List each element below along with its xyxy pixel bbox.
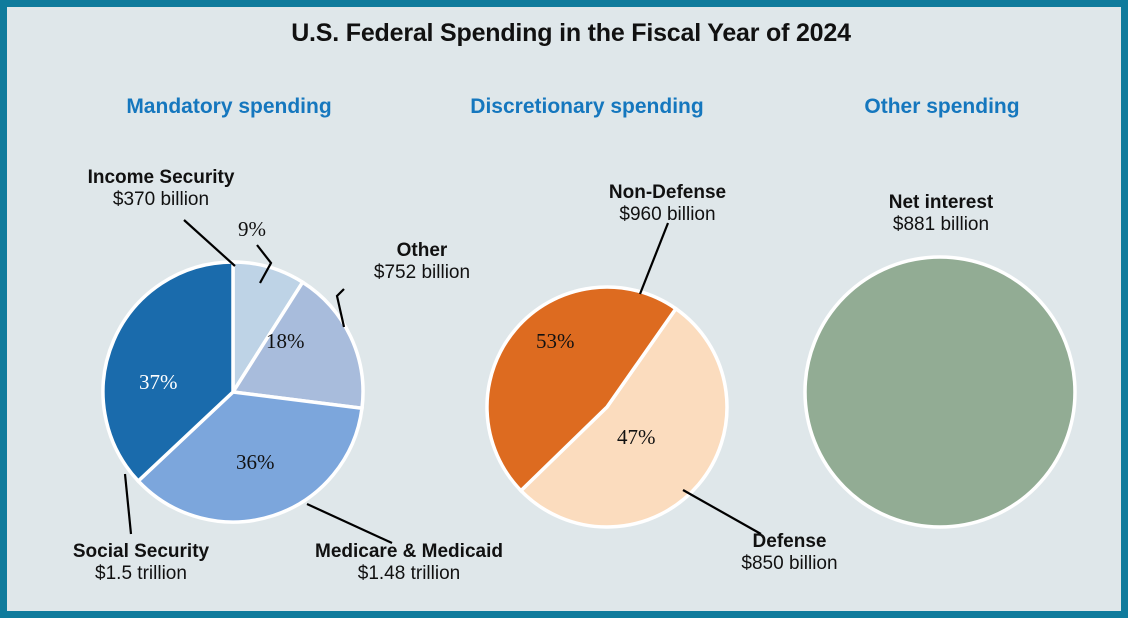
slice-medicare-medicaid: [135, 390, 364, 524]
callout-income-security-value: $370 billion: [112, 188, 210, 210]
page-title: U.S. Federal Spending in the Fiscal Year…: [291, 19, 851, 47]
leader-defense: [682, 489, 762, 535]
callout-other-mandatory-name: Other: [396, 240, 448, 261]
section-header-mandatory: Mandatory spending: [126, 95, 332, 118]
leader-medicare-medicaid: [306, 503, 393, 544]
callout-income-security: Income Security $370 billion: [52, 167, 270, 211]
slice-net-interest: [803, 255, 1077, 529]
slice-social-security: [101, 260, 235, 484]
callout-medicare-medicaid-name: Medicare & Medicaid: [315, 541, 503, 562]
leader-pct-income-security: [256, 244, 273, 284]
percent-label-non-defense: 53%: [536, 329, 575, 353]
callout-non-defense-name: Non-Defense: [608, 182, 727, 203]
callout-non-defense: Non-Defense $960 billion: [550, 182, 785, 226]
slice-non-defense: [518, 306, 729, 529]
callout-non-defense-value: $960 billion: [619, 203, 716, 225]
pie-charts-svg: [101, 219, 1077, 544]
callout-other-mandatory-value: $752 billion: [373, 261, 471, 283]
callout-social-security: Social Security $1.5 trillion: [35, 541, 247, 585]
section-header-other: Other spending: [864, 95, 1020, 118]
callout-net-interest: Net interest $881 billion: [825, 192, 1057, 236]
callout-other-mandatory: Other $752 billion: [337, 240, 507, 284]
leader-social-security: [123, 473, 133, 535]
section-header-discretionary: Discretionary spending: [470, 95, 704, 118]
callout-net-interest-name: Net interest: [888, 192, 994, 213]
percent-label-defense: 47%: [617, 425, 656, 449]
percent-label-other-mandatory: 18%: [266, 329, 305, 353]
callout-income-security-name: Income Security: [87, 167, 235, 188]
callout-medicare-medicaid-value: $1.48 trillion: [357, 562, 461, 584]
slice-other-mandatory: [230, 279, 365, 411]
slice-defense: [485, 285, 679, 494]
callout-social-security-name: Social Security: [72, 541, 210, 562]
callout-defense-name: Defense: [752, 531, 827, 552]
callout-social-security-value: $1.5 trillion: [95, 562, 187, 584]
leader-non-defense: [638, 222, 670, 295]
leader-income-security: [183, 219, 236, 267]
percent-label-medicare-medicaid: 36%: [236, 450, 275, 474]
callout-medicare-medicaid: Medicare & Medicaid $1.48 trillion: [279, 541, 539, 585]
leader-other-mandatory: [335, 288, 346, 328]
callout-defense: Defense $850 billion: [682, 531, 897, 575]
callout-defense-value: $850 billion: [741, 552, 838, 574]
percent-label-social-security: 37%: [139, 370, 178, 394]
callout-net-interest-value: $881 billion: [892, 213, 990, 235]
percent-label-income-security: 9%: [238, 217, 266, 241]
